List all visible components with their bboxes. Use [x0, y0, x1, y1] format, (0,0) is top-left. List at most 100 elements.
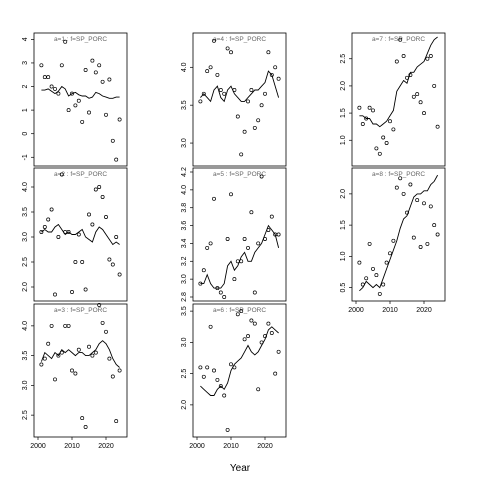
panel-frame	[192, 167, 287, 302]
y-tick-label: 1.0	[340, 251, 347, 261]
data-point	[70, 368, 74, 373]
data-point	[39, 362, 44, 367]
data-point	[263, 91, 267, 96]
y-tick-label: 3.5	[181, 306, 188, 316]
data-point	[56, 91, 61, 96]
data-point	[384, 141, 389, 145]
data-point	[249, 318, 254, 323]
data-point	[432, 223, 437, 228]
data-point	[235, 312, 240, 317]
data-point	[259, 340, 264, 345]
data-point	[428, 54, 433, 58]
data-point	[104, 215, 108, 219]
data-point	[56, 235, 61, 239]
panel-frame	[351, 167, 446, 302]
panel-title: a=1 : f=SP_PORC	[54, 36, 107, 43]
data-point	[411, 235, 416, 240]
fitted-line	[200, 70, 280, 103]
data-point	[100, 79, 105, 84]
x-tick-label: 2010	[223, 443, 239, 450]
panel-frame	[192, 32, 287, 167]
panel-8: a=8 : f=SP_PORC 0.5 1.0 1.5 2.0 2000 2010 2020	[340, 167, 446, 314]
data-point	[87, 110, 91, 115]
y-tick-label: 3.5	[22, 207, 29, 217]
panel-1: a=1 : f=SP_PORC -1 0 1 2 3 4	[22, 32, 128, 167]
data-point	[208, 241, 213, 246]
data-point	[266, 50, 271, 55]
data-point	[93, 70, 98, 75]
data-point	[215, 377, 220, 382]
data-point	[367, 241, 372, 246]
data-point	[432, 83, 437, 88]
data-point	[97, 185, 102, 189]
fitted-line	[359, 36, 438, 128]
data-point	[97, 303, 102, 307]
data-point	[249, 210, 254, 215]
data-point	[225, 237, 230, 241]
data-point	[256, 241, 261, 246]
data-point	[107, 356, 112, 361]
data-point	[222, 295, 227, 299]
data-point	[259, 103, 264, 108]
panel-frame	[33, 32, 128, 167]
data-point	[377, 151, 382, 156]
data-point	[90, 353, 95, 358]
data-point	[198, 99, 203, 104]
y-tick-label: 4.2	[181, 167, 188, 177]
data-point	[70, 91, 74, 96]
y-tick-label: 0	[22, 132, 29, 136]
data-point	[110, 138, 115, 143]
data-point	[357, 260, 362, 265]
y-tick-label: 3	[22, 61, 29, 65]
data-point	[215, 286, 220, 291]
data-point	[73, 260, 78, 264]
y-tick-label: 3.4	[181, 238, 188, 248]
data-point	[273, 65, 278, 70]
y-tick-label: 3.8	[181, 203, 188, 213]
data-point	[246, 334, 250, 339]
x-tick-label: 2000	[30, 443, 46, 450]
data-point	[225, 46, 230, 51]
y-tick-label: 3.5	[181, 100, 188, 110]
data-point	[269, 72, 274, 77]
data-point	[218, 290, 223, 295]
data-point	[394, 59, 399, 64]
data-point	[93, 350, 98, 355]
data-point	[76, 232, 81, 237]
data-point	[435, 232, 440, 237]
data-point	[242, 337, 247, 342]
data-point	[208, 65, 213, 70]
data-point	[398, 37, 403, 42]
data-point	[114, 235, 119, 239]
x-tick-label: 2000	[189, 443, 205, 450]
data-point	[239, 309, 244, 314]
data-point	[80, 260, 85, 264]
data-point	[208, 324, 213, 329]
x-tick-label: 2020	[98, 443, 114, 450]
panel-title: a=2 : f=SP_PORC	[54, 171, 107, 178]
data-point	[232, 365, 237, 370]
data-point	[49, 207, 54, 212]
data-point	[201, 91, 206, 96]
data-point	[422, 201, 426, 206]
data-point	[104, 329, 108, 334]
data-point	[435, 124, 440, 129]
panel-title: a=4 : f=SP_PORC	[213, 36, 266, 43]
data-point	[235, 259, 240, 264]
data-point	[232, 88, 237, 92]
data-point	[76, 98, 81, 103]
data-point	[246, 99, 250, 104]
data-point	[39, 63, 44, 68]
data-point	[63, 39, 68, 44]
y-tick-label: 2.5	[181, 369, 188, 379]
data-point	[357, 105, 362, 110]
y-tick-label: 3.0	[181, 337, 188, 347]
data-point	[63, 230, 68, 234]
data-point	[276, 76, 281, 81]
y-tick-label: 2.0	[22, 282, 29, 292]
data-point	[422, 111, 426, 116]
data-point	[212, 196, 216, 201]
data-point	[42, 225, 47, 229]
data-point	[212, 368, 216, 373]
